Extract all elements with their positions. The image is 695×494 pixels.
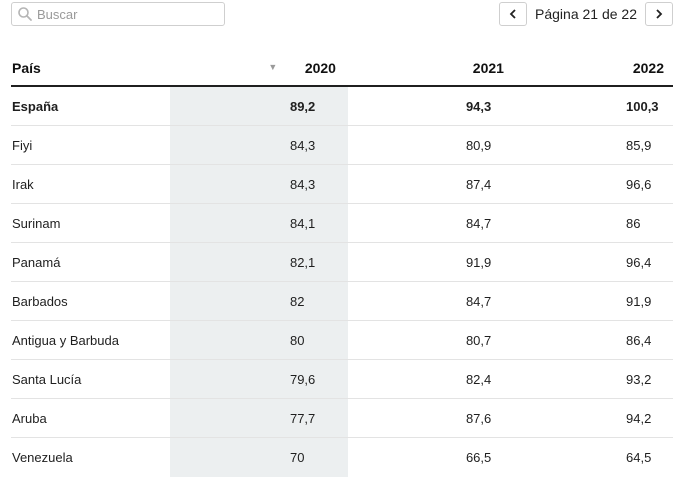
country-cell: Venezuela (12, 449, 73, 465)
value-text: 91,9 (465, 254, 492, 270)
value-cell-2021: 80,9 (351, 125, 513, 165)
value-cell-2020: 84,3 (162, 125, 352, 165)
table-row: Antigua y Barbuda 80 80,7 86,4 (11, 320, 673, 360)
value-text: 87,4 (465, 176, 492, 192)
value-cell-2020: 80 (162, 320, 352, 360)
value-text: 66,5 (465, 449, 492, 465)
chevron-left-icon (509, 9, 516, 19)
value-cell-2022: 93,2 (512, 359, 673, 399)
value-cell-2021: 82,4 (351, 359, 513, 399)
value-text: 79,6 (289, 371, 316, 387)
value-cell-2021: 94,3 (351, 86, 513, 126)
country-cell: Barbados (11, 281, 163, 321)
search-box[interactable] (11, 2, 225, 26)
sort-descending-icon: ▼ (268, 62, 278, 72)
value-cell-2021: 80,7 (351, 320, 513, 360)
value-cell-2022: 86 (512, 203, 673, 243)
value-cell-2022: 91,9 (512, 281, 673, 321)
table-row: España 89,2 94,3 100,3 (11, 86, 673, 126)
value-cell-2021: 84,7 (351, 203, 513, 243)
value-cell-2020: 84,1 (162, 203, 352, 243)
value-text: 84,7 (465, 293, 492, 309)
value-cell-2020: 79,6 (162, 359, 352, 399)
value-text: 94,2 (626, 410, 652, 426)
previous-page-button[interactable] (499, 2, 528, 26)
table-row: Fiyi 84,3 80,9 85,9 (11, 125, 673, 165)
value-cell-2022: 100,3 (512, 86, 673, 126)
table-row: Surinam 84,1 84,7 86 (11, 203, 673, 243)
header-2021[interactable]: 2021 (351, 50, 513, 87)
value-text: 84,7 (465, 215, 492, 231)
country-cell: Aruba (11, 398, 163, 438)
value-text: 82,1 (289, 254, 316, 270)
value-cell-2022: 94,2 (512, 398, 673, 438)
value-text: 82 (289, 293, 305, 309)
header-2020-label: 2020 (304, 59, 336, 76)
value-text: 89,2 (289, 98, 316, 114)
value-cell-2020: 89,2 (162, 86, 352, 126)
value-text: 93,2 (626, 371, 652, 387)
value-cell-2021: 84,7 (351, 281, 513, 321)
value-cell-2022: 96,4 (512, 242, 673, 282)
value-text: 85,9 (626, 137, 652, 153)
table-row: Irak 84,3 87,4 96,6 (11, 164, 673, 204)
value-cell-2020: 77,7 (162, 398, 352, 438)
pagination: Página 21 de 22 (499, 2, 673, 26)
country-cell: Surinam (11, 203, 163, 243)
country-cell: Antigua y Barbuda (11, 320, 163, 360)
header-2022[interactable]: 2022 (512, 50, 673, 87)
value-text: 87,6 (465, 410, 492, 426)
value-text: 84,3 (289, 176, 316, 192)
value-cell-2021: 87,6 (351, 398, 513, 438)
value-cell-2021: 87,4 (351, 164, 513, 204)
table-row: Santa Lucía 79,6 82,4 93,2 (11, 359, 673, 399)
value-text: 96,4 (626, 254, 652, 270)
value-text: 100,3 (626, 98, 659, 114)
value-cell-2020: 84,3 (162, 164, 352, 204)
search-input[interactable] (37, 6, 217, 22)
value-text: 70 (289, 449, 305, 465)
value-text: 84,3 (289, 137, 316, 153)
table-row: Barbados 82 84,7 91,9 (11, 281, 673, 321)
value-text: 77,7 (289, 410, 316, 426)
header-2020[interactable]: ▼ 2020 (162, 50, 352, 87)
value-text: 84,1 (289, 215, 316, 231)
value-cell-2022: 64,5 (513, 438, 673, 477)
country-cell: España (11, 86, 163, 126)
value-text: 80 (289, 332, 305, 348)
value-text: 64,5 (626, 449, 652, 465)
value-text: 80,7 (465, 332, 492, 348)
table-row: Panamá 82,1 91,9 96,4 (11, 242, 673, 282)
country-cell: Santa Lucía (11, 359, 163, 399)
value-text: 80,9 (465, 137, 492, 153)
value-cell-2022: 85,9 (512, 125, 673, 165)
data-table: País ▼ 2020 2021 2022 España 89,2 94,3 100,… (11, 50, 673, 476)
value-cell-2020: 82,1 (162, 242, 352, 282)
country-cell: Fiyi (11, 125, 163, 165)
table-row: Venezuela 70 66,5 64,5 (11, 438, 673, 477)
country-cell: Panamá (11, 242, 163, 282)
value-text: 96,6 (626, 176, 652, 192)
value-text: 86 (626, 215, 641, 231)
next-page-button[interactable] (645, 2, 673, 26)
value-cell-2021: 91,9 (351, 242, 513, 282)
search-icon (17, 6, 33, 22)
value-cell-2022: 86,4 (512, 320, 673, 360)
value-cell-2020: 70 (162, 438, 352, 477)
value-cell-2022: 96,6 (512, 164, 673, 204)
table-header-row: País ▼ 2020 2021 2022 (11, 50, 673, 87)
table-row: Aruba 77,7 87,6 94,2 (11, 398, 673, 438)
header-country[interactable]: País (11, 50, 163, 87)
page-indicator: Página 21 de 22 (535, 6, 637, 22)
value-text: 94,3 (465, 98, 492, 114)
country-cell: Irak (11, 164, 163, 204)
value-cell-2021: 66,5 (352, 438, 513, 477)
value-text: 86,4 (626, 332, 652, 348)
value-text: 82,4 (465, 371, 492, 387)
value-cell-2020: 82 (162, 281, 352, 321)
value-text: 91,9 (626, 293, 652, 309)
chevron-right-icon (656, 9, 663, 19)
